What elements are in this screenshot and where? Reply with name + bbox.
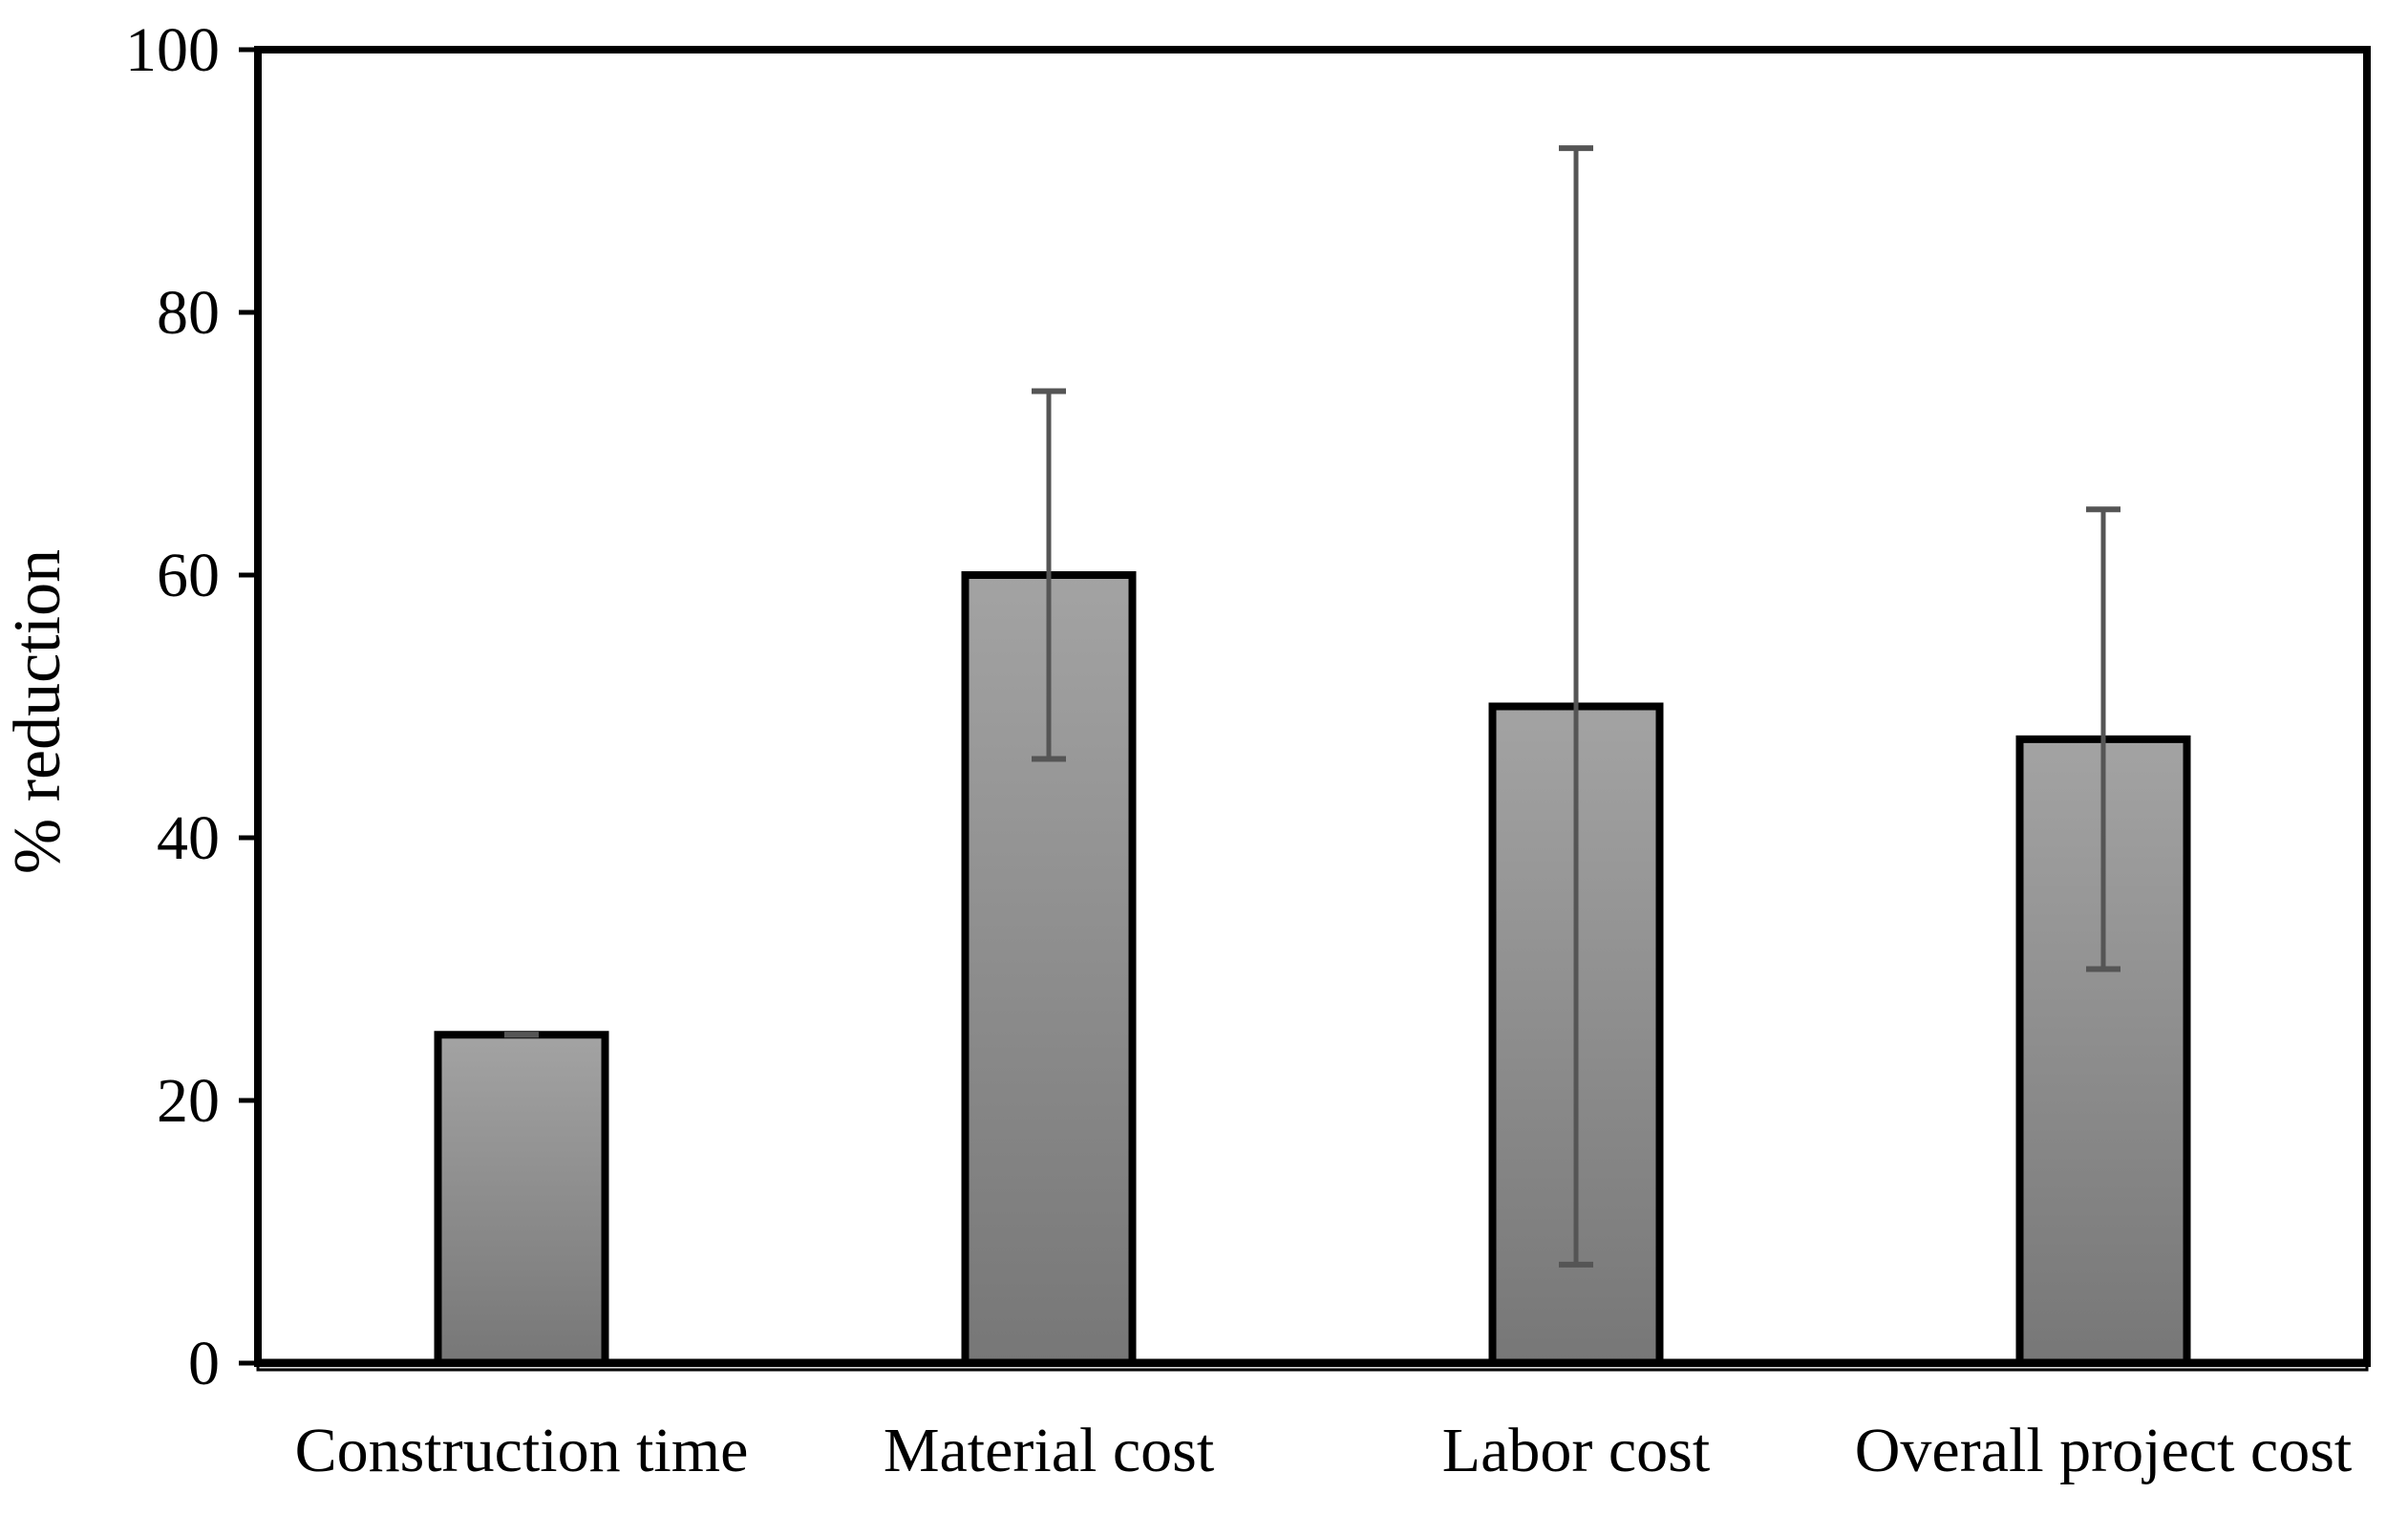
y-tick-label: 100: [125, 15, 220, 85]
error-bar-material-cost: [1032, 388, 1066, 762]
error-bar-overall-project-cost: [2086, 506, 2120, 972]
error-bars-layer: [504, 145, 2120, 1268]
error-bar-labor-cost: [1559, 145, 1593, 1268]
x-axis-categories: Construction time Material cost Labor cost…: [295, 1416, 2353, 1485]
y-tick-label: 80: [157, 278, 220, 348]
y-axis-ticks: 0 20 40 60 80 100: [125, 15, 258, 1398]
category-label: Labor cost: [1442, 1416, 1710, 1485]
y-tick-label: 40: [157, 803, 220, 873]
y-tick-label: 20: [157, 1066, 220, 1136]
category-label: Construction time: [295, 1416, 749, 1485]
y-tick-label: 60: [157, 541, 220, 610]
plot-border: [254, 46, 2371, 1367]
bar-construction-time: [434, 1031, 609, 1367]
category-label: Overall project cost: [1855, 1416, 2352, 1485]
category-label: Material cost: [884, 1416, 1214, 1485]
y-axis-title: % reduction: [1, 549, 75, 874]
y-tick-label: 0: [188, 1329, 220, 1398]
